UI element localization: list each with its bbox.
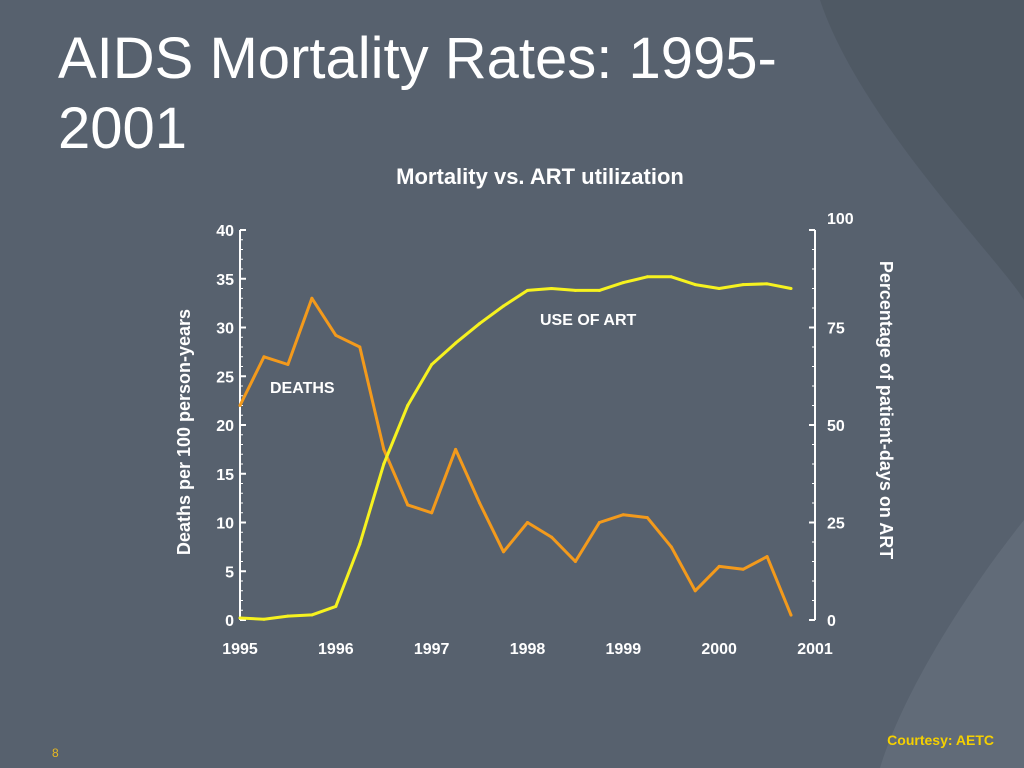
data-point-deaths xyxy=(526,521,529,524)
page-number: 8 xyxy=(52,746,59,760)
y-right-tick-label: 100 xyxy=(827,211,854,228)
chart-title: Mortality vs. ART utilization xyxy=(396,164,684,189)
data-point-deaths xyxy=(454,447,458,451)
y-right-tick-label: 50 xyxy=(827,418,845,435)
y-left-tick-label: 20 xyxy=(216,418,234,435)
deaths-annotation: DEATHS xyxy=(270,380,335,397)
data-point-deaths xyxy=(789,613,793,617)
y-left-tick-label: 15 xyxy=(216,467,234,484)
y-left-tick-label: 0 xyxy=(225,613,234,630)
series-line-use-of-art xyxy=(239,275,792,621)
x-tick-label: 1998 xyxy=(510,641,546,658)
y-right-tick-label: 75 xyxy=(827,321,845,338)
data-point-use-of-art xyxy=(597,288,601,292)
data-point-use-of-art xyxy=(789,287,793,290)
y-right-tick-label: 25 xyxy=(827,516,845,533)
data-point-deaths xyxy=(310,296,314,300)
y-left-tick-label: 35 xyxy=(216,272,234,289)
series-line-deaths xyxy=(238,296,793,616)
data-point-deaths xyxy=(382,447,386,451)
axes: 0 5 10 15 20 25 30 35 40 0 25 50 75 100 1995 1996 1997 19… xyxy=(216,211,854,658)
data-point-deaths xyxy=(502,550,506,554)
data-point-deaths xyxy=(597,521,601,524)
data-point-use-of-art xyxy=(717,287,721,290)
data-point-deaths xyxy=(573,560,577,563)
data-point-deaths xyxy=(262,355,266,359)
y-left-tick-label: 30 xyxy=(216,321,234,338)
data-point-use-of-art xyxy=(238,616,242,620)
x-tick-label: 1995 xyxy=(222,641,258,658)
data-point-use-of-art xyxy=(406,404,410,407)
data-point-deaths xyxy=(286,363,290,367)
data-point-deaths xyxy=(741,567,745,571)
data-point-use-of-art xyxy=(358,542,362,546)
data-point-deaths xyxy=(693,589,697,593)
series-lines xyxy=(238,275,793,621)
data-point-use-of-art xyxy=(502,304,506,308)
y-left-tick-label: 5 xyxy=(225,564,234,581)
data-point-use-of-art xyxy=(549,287,553,290)
x-tick-label: 2000 xyxy=(701,641,737,658)
data-point-deaths xyxy=(717,564,721,568)
data-point-deaths xyxy=(406,503,410,507)
slide-title-line-2: 2001 xyxy=(58,96,188,161)
data-point-use-of-art xyxy=(382,462,386,466)
data-point-use-of-art xyxy=(334,604,338,608)
data-point-deaths xyxy=(478,501,482,505)
x-tick-label: 1997 xyxy=(414,641,450,658)
data-point-use-of-art xyxy=(741,283,745,287)
data-point-use-of-art xyxy=(310,613,314,617)
data-point-deaths xyxy=(645,516,649,520)
data-point-deaths xyxy=(621,513,625,517)
data-point-use-of-art xyxy=(430,363,434,367)
y-left-tick-label: 40 xyxy=(216,223,234,240)
data-point-use-of-art xyxy=(454,341,458,345)
art-annotation: USE OF ART xyxy=(540,312,637,329)
data-point-deaths xyxy=(358,345,362,349)
data-point-deaths xyxy=(549,535,553,539)
data-point-deaths xyxy=(669,545,673,549)
data-point-use-of-art xyxy=(478,322,482,326)
data-point-use-of-art xyxy=(526,288,529,292)
data-point-deaths xyxy=(430,511,434,515)
x-tick-label: 1996 xyxy=(318,641,354,658)
data-point-use-of-art xyxy=(621,281,625,285)
y-axis-left-label: Deaths per 100 person-years xyxy=(174,309,194,555)
x-tick-label: 2001 xyxy=(797,641,833,658)
data-point-use-of-art xyxy=(669,275,673,279)
data-point-deaths xyxy=(238,404,242,407)
data-point-deaths xyxy=(765,555,769,559)
courtesy-credit: Courtesy: AETC xyxy=(887,732,994,748)
data-point-use-of-art xyxy=(765,282,769,286)
data-point-use-of-art xyxy=(693,283,697,287)
y-left-tick-label: 25 xyxy=(216,369,234,386)
data-point-use-of-art xyxy=(286,614,290,618)
y-right-tick-label: 0 xyxy=(827,613,836,630)
data-point-use-of-art xyxy=(645,275,649,279)
y-left-tick-label: 10 xyxy=(216,516,234,533)
x-tick-label: 1999 xyxy=(606,641,642,658)
data-point-use-of-art xyxy=(573,288,577,292)
y-axis-right-label: Percentage of patient-days on ART xyxy=(876,261,896,559)
slide-title: AIDS Mortality Rates: 1995- 2001 xyxy=(58,24,958,164)
data-point-use-of-art xyxy=(262,617,266,621)
slide-title-line-1: AIDS Mortality Rates: 1995- xyxy=(58,26,777,91)
data-point-deaths xyxy=(334,333,338,337)
